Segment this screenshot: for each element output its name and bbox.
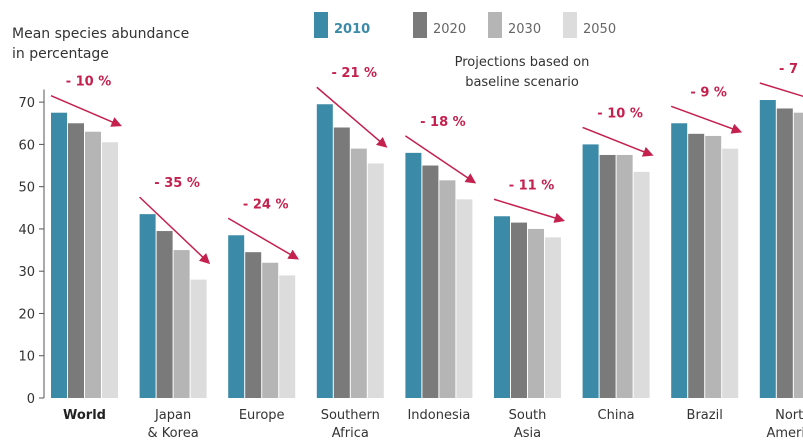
category-label: Japan bbox=[154, 408, 191, 423]
change-arrow bbox=[50, 95, 122, 127]
change-arrow bbox=[139, 196, 211, 265]
y-tick-label: 0 bbox=[27, 392, 35, 407]
bar-2010 bbox=[582, 144, 599, 398]
bar-2050 bbox=[456, 199, 473, 398]
legend-swatch-2020 bbox=[413, 12, 427, 38]
change-label: - 21 % bbox=[332, 66, 378, 81]
change-arrow bbox=[759, 82, 803, 98]
change-label: - 9 % bbox=[690, 85, 727, 100]
bar-2020 bbox=[688, 133, 705, 399]
bar-2020 bbox=[511, 222, 527, 398]
change-label: - 11 % bbox=[509, 178, 555, 193]
legend-label-2010: 2010 bbox=[334, 22, 370, 37]
bar-2030 bbox=[439, 180, 456, 398]
category-label: & Korea bbox=[148, 426, 199, 441]
bar-2050 bbox=[102, 142, 118, 398]
bar-2020 bbox=[68, 123, 84, 399]
bar-2050 bbox=[279, 275, 296, 398]
bar-2010 bbox=[759, 100, 776, 399]
legend-swatch-2050 bbox=[563, 12, 577, 38]
change-label: - 24 % bbox=[243, 197, 289, 212]
bar-2030 bbox=[528, 228, 544, 398]
change-label: - 35 % bbox=[154, 176, 200, 191]
plot-area: 0 10 20 30 40 50 60 70 World - 10 % Japan & Korea - … bbox=[18, 62, 803, 441]
legend-label-2030: 2030 bbox=[508, 22, 541, 37]
bar-2010 bbox=[671, 123, 688, 399]
bar-2010 bbox=[51, 112, 67, 398]
bar-2050 bbox=[545, 237, 561, 398]
change-label: - 10 % bbox=[597, 106, 643, 121]
category-label: Indonesia bbox=[407, 408, 470, 423]
category-label: China bbox=[598, 408, 635, 423]
y-tick-label: 30 bbox=[18, 265, 35, 280]
change-arrow bbox=[404, 135, 477, 184]
bar-2050 bbox=[633, 171, 650, 398]
change-arrow bbox=[670, 105, 743, 134]
legend: 2010 2020 2030 2050 bbox=[314, 12, 616, 38]
category-label: Southern bbox=[321, 408, 380, 423]
y-axis-label-line2: in percentage bbox=[12, 46, 109, 62]
bar-2010 bbox=[139, 214, 156, 398]
category-label: Africa bbox=[332, 426, 369, 441]
bar-2030 bbox=[350, 148, 367, 398]
legend-swatch-2030 bbox=[488, 12, 502, 38]
bar-2020 bbox=[776, 108, 793, 399]
change-arrow bbox=[493, 198, 566, 223]
bar-2020 bbox=[156, 231, 173, 398]
bar-2010 bbox=[405, 152, 422, 398]
y-tick-label: 10 bbox=[18, 350, 35, 365]
category-label: Brazil bbox=[687, 408, 723, 423]
bar-2030 bbox=[616, 154, 633, 398]
category-label: America bbox=[766, 426, 803, 441]
bar-2030 bbox=[793, 112, 803, 398]
bar-2030 bbox=[705, 135, 722, 399]
change-arrow bbox=[582, 126, 654, 157]
category-label: Asia bbox=[514, 426, 541, 441]
change-label: - 18 % bbox=[420, 115, 466, 130]
y-tick-label: 20 bbox=[18, 307, 35, 322]
category-label: South bbox=[509, 408, 547, 423]
bar-2030 bbox=[173, 250, 190, 398]
y-tick-label: 50 bbox=[18, 181, 35, 196]
change-label: - 10 % bbox=[66, 75, 112, 90]
legend-label-2020: 2020 bbox=[433, 22, 466, 37]
bar-2010 bbox=[316, 104, 333, 398]
bar-2020 bbox=[599, 154, 616, 398]
bar-2020 bbox=[333, 127, 350, 398]
y-tick-label: 60 bbox=[18, 138, 35, 153]
legend-label-2050: 2050 bbox=[583, 22, 616, 37]
y-tick-label: 40 bbox=[18, 223, 35, 238]
bar-2030 bbox=[262, 262, 279, 398]
bar-2010 bbox=[228, 235, 245, 398]
category-label: Europe bbox=[239, 408, 285, 423]
bar-2050 bbox=[367, 163, 384, 398]
bar-2050 bbox=[722, 148, 739, 398]
legend-swatch-2010 bbox=[314, 12, 328, 38]
bar-2050 bbox=[190, 279, 207, 398]
category-label: World bbox=[63, 408, 106, 423]
bar-2030 bbox=[85, 131, 101, 398]
change-arrow bbox=[316, 86, 388, 148]
change-label: - 7 % bbox=[779, 62, 803, 77]
category-label: North bbox=[775, 408, 803, 423]
bar-2010 bbox=[494, 216, 510, 398]
y-axis-label-line1: Mean species abundance bbox=[12, 26, 189, 42]
change-arrow bbox=[227, 217, 300, 260]
projection-note-line2: baseline scenario bbox=[465, 75, 579, 90]
bar-2020 bbox=[245, 252, 262, 398]
projection-note-line1: Projections based on bbox=[455, 55, 590, 70]
y-tick-label: 70 bbox=[18, 96, 35, 111]
bar-2020 bbox=[422, 165, 439, 398]
